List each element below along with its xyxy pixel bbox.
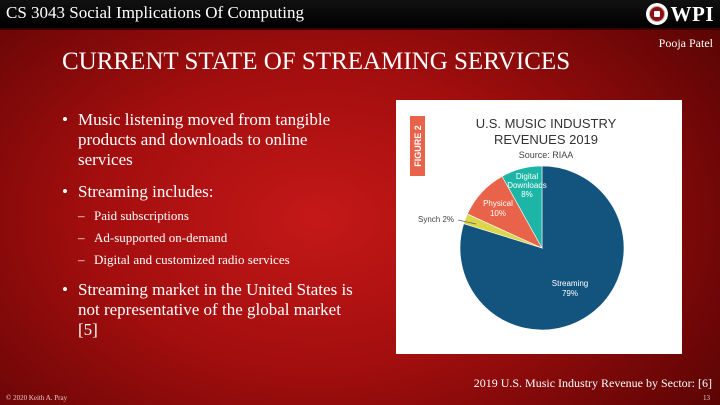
- dash-icon: –: [78, 230, 85, 245]
- sub-bullet-item: – Paid subscriptions: [62, 208, 362, 224]
- streaming-value: 79%: [562, 289, 578, 298]
- pie-slice-digital-downloads: [501, 165, 543, 250]
- header-divider: [0, 28, 720, 30]
- dash-icon: –: [78, 252, 85, 267]
- sub-bullet-text: Digital and customized radio services: [94, 252, 290, 267]
- wpi-seal-icon: [645, 3, 668, 25]
- figure-label: FIGURE 2: [413, 125, 423, 167]
- chart-figure: FIGURE 2 U.S. MUSIC INDUSTRY REVENUES 20…: [396, 100, 682, 354]
- presenter-name: Pooja Patel: [658, 36, 713, 50]
- digital-value: 8%: [521, 190, 533, 199]
- chart-source: Source: RIAA: [519, 150, 574, 160]
- figure-caption: 2019 U.S. Music Industry Revenue by Sect…: [473, 376, 712, 390]
- sub-bullet-item: – Ad-supported on-demand: [62, 230, 362, 246]
- bullet-text: Music listening moved from tangible prod…: [78, 110, 331, 169]
- bullet-dot-icon: •: [62, 182, 68, 201]
- pie-chart: FIGURE 2 U.S. MUSIC INDUSTRY REVENUES 20…: [410, 116, 625, 331]
- course-title: CS 3043 Social Implications Of Computing: [6, 3, 304, 22]
- bullet-text: Streaming market in the United States is…: [78, 280, 353, 339]
- bullet-text: Streaming includes:: [78, 182, 214, 201]
- streaming-label: Streaming: [552, 279, 588, 288]
- dash-icon: –: [78, 208, 85, 223]
- sub-bullet-text: Paid subscriptions: [94, 208, 189, 223]
- chart-title-line2: REVENUES 2019: [494, 132, 598, 147]
- slide-title: CURRENT STATE OF STREAMING SERVICES: [62, 48, 571, 75]
- digital-label-line1: Digital: [516, 172, 538, 181]
- bullet-dot-icon: •: [62, 280, 68, 299]
- sub-bullet-item: – Digital and customized radio services: [62, 252, 362, 268]
- page-number: 13: [703, 394, 710, 402]
- wpi-logo: WPI: [645, 1, 715, 26]
- bullet-item: • Streaming includes:: [62, 182, 362, 202]
- digital-label-line2: Downloads: [507, 181, 547, 190]
- footer-copyright: © 2020 Keith A. Pray: [6, 394, 68, 402]
- bullet-dot-icon: •: [62, 110, 68, 129]
- sub-bullet-text: Ad-supported on-demand: [94, 230, 228, 245]
- synch-label: Synch 2%: [418, 215, 454, 224]
- bullet-list: • Music listening moved from tangible pr…: [62, 110, 362, 352]
- synch-leader-line: [457, 219, 477, 225]
- physical-label: Physical: [483, 199, 513, 208]
- bullet-item: • Streaming market in the United States …: [62, 280, 362, 340]
- logo-text: WPI: [670, 1, 714, 26]
- bullet-item: • Music listening moved from tangible pr…: [62, 110, 362, 170]
- chart-title-line1: U.S. MUSIC INDUSTRY: [476, 116, 617, 131]
- header-bar: CS 3043 Social Implications Of Computing…: [0, 0, 720, 28]
- physical-value: 10%: [490, 209, 506, 218]
- figure-label-tab: [410, 116, 425, 176]
